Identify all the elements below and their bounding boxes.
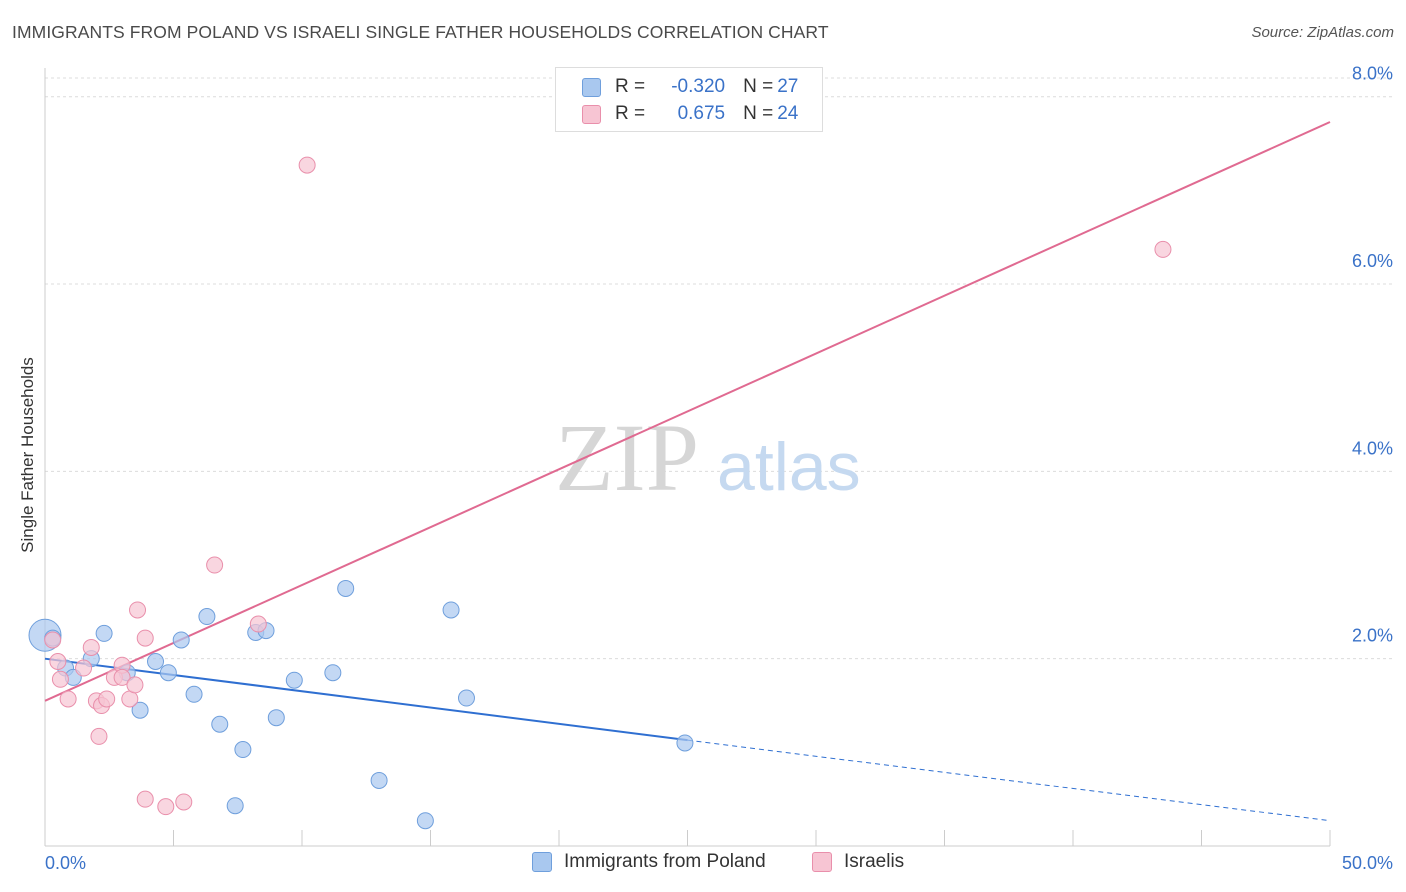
point-israelis [1154, 240, 1172, 258]
trend-line-poland-extension [687, 739, 1331, 822]
point-poland [442, 601, 460, 619]
point-poland [159, 664, 177, 682]
point-israelis [82, 638, 100, 656]
point-poland [211, 715, 229, 733]
axes [44, 68, 1331, 847]
y-tick-label: 6.0% [1352, 251, 1393, 271]
bottom-legend-label-poland: Immigrants from Poland [564, 851, 766, 872]
point-israelis [129, 601, 147, 619]
point-poland [285, 671, 303, 689]
x-tick-label: 0.0% [45, 853, 86, 873]
legend-n-label: N = [743, 103, 774, 124]
point-poland [324, 664, 342, 682]
watermark: ZIP atlas [555, 404, 861, 511]
source-label: Source: ZipAtlas.com [1251, 24, 1394, 41]
point-poland [267, 709, 285, 727]
trend-lines [44, 121, 1331, 822]
point-poland [234, 741, 252, 759]
chart-title: IMMIGRANTS FROM POLAND VS ISRAELI SINGLE… [12, 22, 829, 42]
point-poland [172, 631, 190, 649]
y-axis-label: Single Father Households [18, 357, 37, 553]
legend-row-israelis: R = 0.675 N = 24 [582, 102, 798, 126]
legend-r-label: R = [615, 103, 646, 124]
y-tick-label: 4.0% [1352, 438, 1393, 458]
tick-labels: 2.0% 4.0% 6.0% 8.0% 0.0% 50.0% [45, 64, 1393, 873]
bottom-legend-poland: Immigrants from Poland [532, 851, 766, 873]
point-israelis [49, 652, 67, 670]
trend-line-poland [44, 657, 688, 742]
watermark-zip: ZIP [555, 404, 699, 511]
bottom-legend-label-israelis: Israelis [844, 851, 905, 872]
point-poland [226, 797, 244, 815]
point-poland [370, 771, 388, 789]
legend-swatch-israelis [582, 104, 601, 124]
point-poland [416, 812, 434, 830]
point-israelis [90, 727, 108, 745]
legend-row-poland: R = -0.320 N = 27 [582, 75, 798, 99]
point-israelis [175, 793, 193, 811]
data-points [28, 156, 1172, 830]
point-poland [131, 701, 149, 719]
point-poland [676, 734, 694, 752]
point-poland [95, 624, 113, 642]
point-israelis [126, 676, 144, 694]
legend-swatch-poland [582, 77, 601, 97]
point-israelis [136, 790, 154, 808]
legend-r-label: R = [615, 76, 646, 97]
bottom-legend-israelis: Israelis [812, 851, 904, 873]
point-israelis [157, 798, 175, 816]
point-israelis [44, 631, 62, 649]
point-israelis [206, 556, 224, 574]
point-israelis [98, 690, 116, 708]
point-israelis [59, 690, 77, 708]
y-tick-label: 2.0% [1352, 626, 1393, 646]
point-poland [198, 608, 216, 626]
point-israelis [249, 615, 267, 633]
correlation-legend: R = -0.320 N = 27 R = 0.675 N = 24 [555, 67, 823, 132]
point-israelis [51, 670, 69, 688]
trend-line-israelis [44, 121, 1331, 702]
point-israelis [113, 668, 131, 686]
legend-n-label: N = [743, 76, 774, 97]
point-poland [457, 689, 475, 707]
point-poland [337, 579, 355, 597]
bottom-legend-swatch-poland [532, 852, 552, 872]
bottom-legend-swatch-israelis [812, 852, 832, 872]
legend-n-value: 27 [777, 76, 799, 97]
point-poland [147, 652, 165, 670]
point-israelis [298, 156, 316, 174]
legend-r-value: -0.320 [671, 76, 726, 97]
point-poland [185, 685, 203, 703]
point-israelis [136, 629, 154, 647]
grid-lines [45, 77, 1395, 660]
legend-r-value: 0.675 [677, 103, 726, 124]
point-israelis [75, 659, 93, 677]
y-tick-label: 8.0% [1352, 64, 1393, 84]
watermark-atlas: atlas [717, 429, 861, 505]
x-tick-label: 50.0% [1342, 853, 1393, 873]
legend-n-value: 24 [777, 103, 799, 124]
